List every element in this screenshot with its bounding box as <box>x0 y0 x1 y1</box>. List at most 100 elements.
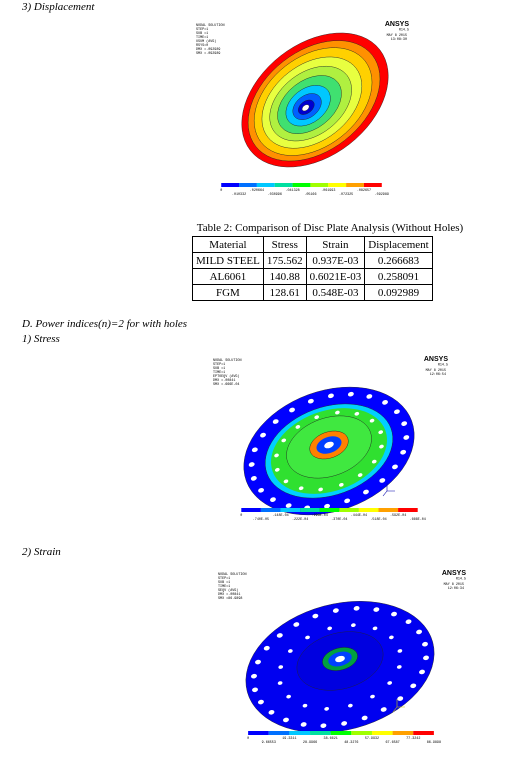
hole <box>341 721 348 726</box>
hole <box>260 432 266 438</box>
legend-swatch <box>239 183 257 187</box>
solution-info: SMX =.092989 <box>196 52 220 56</box>
legend-label: 0 <box>220 189 222 193</box>
hole <box>283 717 289 723</box>
hole <box>394 409 400 415</box>
legend-swatch <box>241 508 261 512</box>
solution-info: NODAL SOLUTION <box>213 359 242 363</box>
legend-label: .222E-04 <box>292 518 308 522</box>
hole <box>287 649 293 653</box>
legend-label: .666E-04 <box>410 518 426 522</box>
table-cell: MILD STEEL <box>192 252 264 269</box>
hole <box>405 619 412 625</box>
legend-label: 9.66553 <box>262 741 276 745</box>
hole <box>391 611 397 617</box>
hole <box>257 699 264 705</box>
solution-info: NODAL SOLUTION <box>196 24 225 28</box>
legend-label: .740E-05 <box>253 518 269 522</box>
holes <box>277 623 403 711</box>
hole <box>347 703 353 708</box>
section-heading: 3) Displacement <box>22 1 95 13</box>
hole <box>363 489 369 495</box>
hole <box>382 400 388 405</box>
legend-label: .444E-04 <box>351 514 367 518</box>
hole <box>277 681 283 685</box>
hole <box>423 655 429 661</box>
legend-label: .061993 <box>321 189 335 193</box>
hole <box>354 411 360 416</box>
solution-info: DMX =.00841 <box>213 379 235 383</box>
hole <box>289 407 295 413</box>
hole <box>314 415 320 420</box>
table-row: AL6061 140.88 0.6021E-03 0.258091 <box>192 268 433 285</box>
hole <box>312 613 319 619</box>
hole <box>320 723 327 728</box>
hole <box>318 487 323 492</box>
hole <box>298 486 304 491</box>
hole <box>295 425 301 429</box>
hole <box>389 635 394 640</box>
shape <box>335 655 345 663</box>
legend-swatch <box>274 183 293 187</box>
hole <box>307 398 314 404</box>
hole <box>258 487 264 493</box>
hole <box>416 629 423 635</box>
hole <box>274 453 279 458</box>
solution-info: DMX =.00841 <box>218 593 240 597</box>
solution-info: STEP=1 <box>218 577 230 581</box>
column-header: Stress <box>262 236 307 253</box>
hole <box>327 626 333 631</box>
legend-swatch <box>300 508 320 512</box>
time: 12:06:54 <box>430 373 446 377</box>
column-header: Displacement <box>364 236 433 253</box>
hole <box>272 419 279 424</box>
hole <box>263 645 270 651</box>
table-cell: 0.937E-03 <box>305 252 366 269</box>
legend-swatch <box>339 508 359 512</box>
hole <box>324 706 330 711</box>
legend-label: .020664 <box>250 189 264 193</box>
legend-label: .296E-04 <box>312 514 328 518</box>
legend-label: 0 <box>240 514 242 518</box>
hole <box>366 394 373 399</box>
hole <box>397 696 404 701</box>
hole <box>283 479 289 484</box>
legend-label: .05166 <box>304 193 316 197</box>
brand: ANSYS <box>424 356 448 363</box>
hole <box>419 669 425 675</box>
solution-info: STEP=1 <box>196 28 208 32</box>
table-cell: AL6061 <box>192 268 264 285</box>
legend-swatch <box>413 731 434 735</box>
legend-label: .030996 <box>268 193 282 197</box>
hole <box>401 421 408 426</box>
legend-label: .370E-04 <box>331 518 347 522</box>
axis-triad <box>382 483 395 497</box>
legend-swatch <box>363 183 382 187</box>
table-cell: 128.61 <box>262 284 307 301</box>
brand: ANSYS <box>442 570 466 577</box>
brand: ANSYS <box>385 21 409 28</box>
legend-swatch <box>260 508 281 512</box>
hole <box>332 608 339 613</box>
hole <box>278 665 284 669</box>
hole <box>422 641 428 647</box>
holes <box>251 606 429 728</box>
hole <box>400 449 407 455</box>
version: R14.5 <box>456 578 466 582</box>
hole <box>281 438 287 443</box>
hole <box>357 473 363 477</box>
legend-swatch <box>319 508 340 512</box>
legend-swatch <box>289 731 311 735</box>
legend-label: 67.6587 <box>385 741 399 745</box>
hole <box>379 444 384 449</box>
legend-swatch <box>358 508 379 512</box>
solution-info: RSYS=0 <box>196 44 208 48</box>
hole <box>270 497 276 502</box>
shape <box>324 441 334 449</box>
hole <box>251 673 257 679</box>
hole <box>350 623 356 628</box>
hole <box>373 607 380 612</box>
